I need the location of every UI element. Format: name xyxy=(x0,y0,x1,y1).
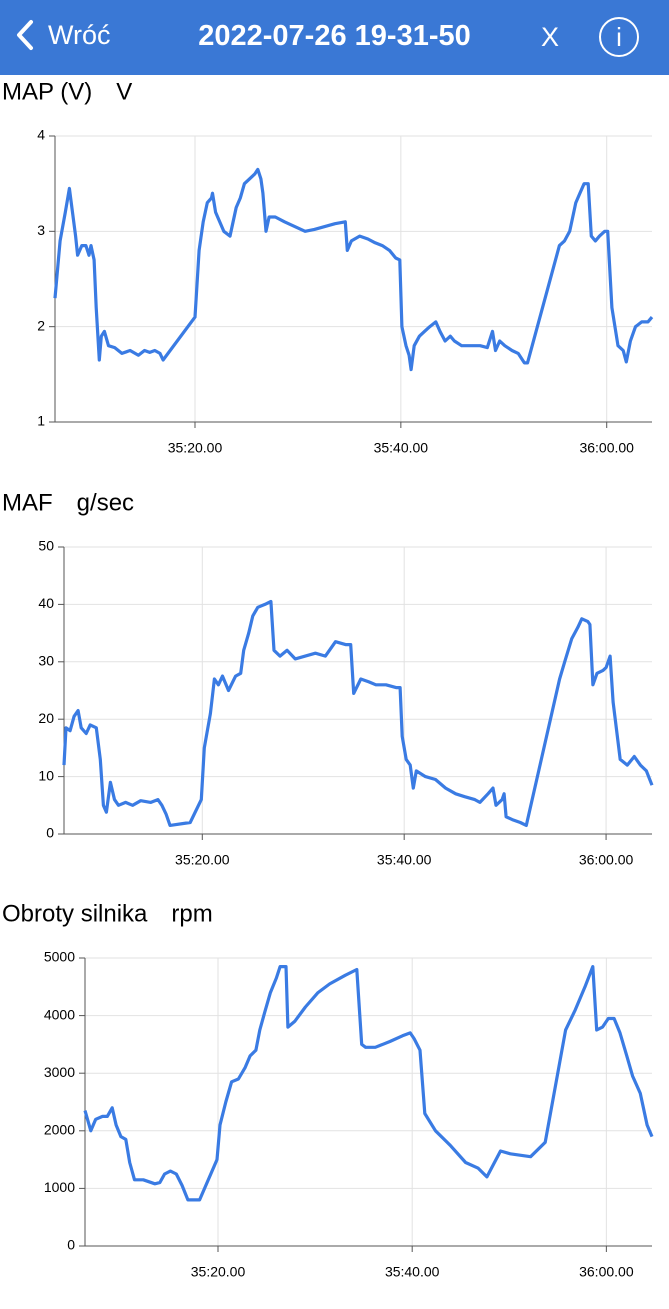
x-tick-label: 36:00.00 xyxy=(579,440,634,456)
y-tick-label: 3 xyxy=(37,222,45,238)
y-tick-label: 0 xyxy=(46,825,54,841)
x-tick-label: 36:00.00 xyxy=(579,1264,634,1280)
x-tick-label: 35:40.00 xyxy=(377,852,432,868)
y-tick-label: 5000 xyxy=(44,949,75,965)
y-tick-label: 4000 xyxy=(44,1006,75,1022)
x-tick-label: 35:40.00 xyxy=(374,440,429,456)
info-button[interactable]: i xyxy=(599,17,639,57)
y-tick-label: 1 xyxy=(37,413,45,429)
back-button[interactable]: Wróć xyxy=(12,18,111,52)
y-unit-label: V xyxy=(116,78,132,105)
x-tick-label: 35:20.00 xyxy=(168,440,223,456)
y-tick-label: 1000 xyxy=(44,1179,75,1195)
x-tick-label: 36:00.00 xyxy=(579,852,634,868)
y-tick-label: 20 xyxy=(38,710,54,726)
back-label: Wróć xyxy=(48,19,111,50)
y-unit-label: g/sec xyxy=(77,489,134,516)
close-button[interactable]: X xyxy=(541,22,560,52)
back-chevron xyxy=(17,20,33,50)
x-tick-label: 35:20.00 xyxy=(191,1264,246,1280)
y-tick-label: 40 xyxy=(38,595,54,611)
y-tick-label: 30 xyxy=(38,653,54,669)
x-tick-label: 35:20.00 xyxy=(175,852,230,868)
data-line xyxy=(83,964,654,1202)
x-tick-label: 35:40.00 xyxy=(385,1264,440,1280)
y-tick-label: 4 xyxy=(37,127,45,143)
chart-title: Obroty silnika xyxy=(2,900,148,927)
y-tick-label: 2000 xyxy=(44,1122,75,1138)
y-tick-label: 2 xyxy=(37,317,45,333)
chart-title: MAF xyxy=(2,489,53,516)
y-tick-label: 50 xyxy=(38,538,54,554)
y-tick-label: 10 xyxy=(38,767,54,783)
data-line xyxy=(62,599,654,828)
data-line xyxy=(53,167,654,372)
header-bar: Wróć 2022-07-26 19-31-50 X i xyxy=(0,0,669,75)
header-title: 2022-07-26 19-31-50 xyxy=(198,20,471,52)
y-tick-label: 0 xyxy=(67,1237,75,1253)
chart-title: MAP (V) xyxy=(2,78,92,105)
y-unit-label: rpm xyxy=(171,900,212,927)
y-tick-label: 3000 xyxy=(44,1064,75,1080)
